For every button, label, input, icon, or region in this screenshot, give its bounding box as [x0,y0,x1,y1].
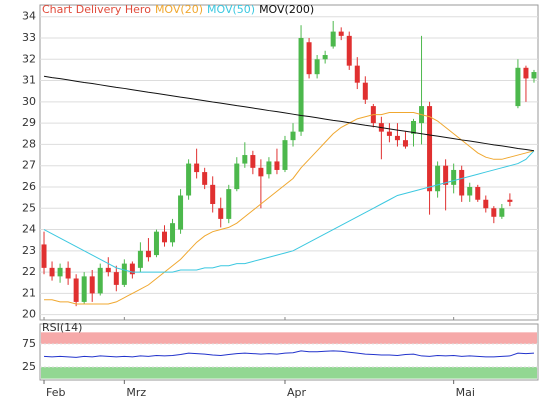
candle-body [194,163,200,173]
candle-body [153,231,159,256]
candle-body [523,67,529,79]
candle-body [298,37,304,132]
candle-body [483,199,489,209]
candle-body [330,31,336,47]
legend-entry: MOV(200) [259,3,314,16]
y-tick-label: 29 [22,116,36,129]
y-tick-label: 28 [22,137,36,150]
candle-body [105,267,111,273]
candle-body [137,250,143,268]
y-tick-label: 27 [22,159,36,172]
candle-body [402,140,408,147]
candle-body [346,35,352,66]
candle-body [386,131,392,136]
candle-body [210,184,216,205]
candle-body [531,72,537,79]
candle-body [459,169,465,196]
candle-body [218,208,224,219]
candle-body [362,82,368,100]
candle-body [178,195,184,230]
candle-body [89,276,95,294]
candle-body [250,155,256,168]
moving-average-line [43,150,535,273]
y-tick-label: 21 [22,286,36,299]
legend: Chart Delivery Hero MOV(20) MOV(50) MOV(20… [42,3,314,16]
candle-body [266,161,272,175]
candle-body [394,135,400,141]
candle-body [354,65,360,83]
candle-body [338,31,344,36]
y-tick-label: 31 [22,74,36,87]
candle-body [57,267,63,277]
y-tick-label: 30 [22,95,36,108]
candle-body [515,67,521,107]
candle-body [226,189,232,219]
moving-average-line [43,75,535,152]
candle-body [467,186,473,196]
y-tick-label: 24 [22,223,36,236]
candle-body [314,59,320,75]
x-tick-label: Mrz [126,386,146,399]
y-tick-label: 75 [22,337,36,350]
rsi-band [41,332,537,344]
candle-body [73,278,79,302]
y-tick-label: 25 [22,360,36,373]
candle-body [443,165,449,185]
y-tick-label: 26 [22,180,36,193]
candle-body [41,244,47,268]
x-tick-label: Mai [456,386,475,399]
candle-body [129,263,135,275]
candle-body [491,208,497,217]
y-tick-label: 23 [22,244,36,257]
candle-body [97,267,103,294]
candle-body [242,155,248,164]
candle-body [282,140,288,170]
candle-body [427,106,433,192]
candle-body [451,169,457,185]
candle-body [202,172,208,185]
plot-layer: 20 21 22 23 24 25 26 27 28 29 30 31 32 33 34 25 75 Feb Mrz… [22,10,538,399]
candle-body [121,263,127,285]
candle-body [507,199,513,202]
candle-body [65,267,71,279]
candle-body [234,163,240,190]
candle-body [170,223,176,243]
candle-body [411,120,416,134]
candle-body [145,250,151,258]
rsi-title: RSI(14) [42,321,82,334]
candle-body [274,161,280,170]
rsi-line [43,350,535,358]
chart-title: Chart Delivery Hero [42,3,151,16]
candle-body [435,165,441,192]
legend-entry: MOV(20) [155,3,203,16]
y-tick-label: 32 [22,52,36,65]
candle-body [258,167,264,177]
candle-body [306,42,312,75]
legend-entry: MOV(50) [207,3,255,16]
candle-body [186,163,192,196]
candle-body [322,55,328,60]
candle-body [81,276,87,302]
candle-body [162,231,167,243]
candle-body [49,267,55,277]
y-tick-label: 25 [22,201,36,214]
rsi-band [41,367,537,379]
candle-body [475,186,481,200]
y-tick-label: 34 [22,10,36,23]
y-tick-label: 33 [22,31,36,44]
moving-average-line [44,111,535,305]
candle-body [290,131,296,141]
candle-body [499,208,505,217]
candle-body [113,272,119,285]
y-tick-label: 20 [22,308,36,321]
x-tick-label: Feb [46,386,65,399]
x-tick-label: Apr [287,386,307,399]
y-tick-label: 22 [22,265,36,278]
